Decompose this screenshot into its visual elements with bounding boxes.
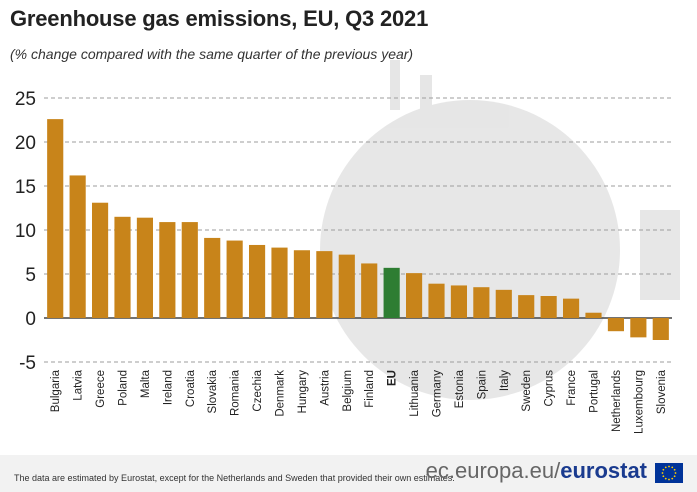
x-tick-label: Malta bbox=[140, 369, 152, 398]
x-tick-label: Sweden bbox=[521, 370, 533, 412]
x-tick-label: EU bbox=[387, 370, 399, 386]
bar-belgium bbox=[338, 254, 355, 318]
x-tick-label: Austria bbox=[319, 369, 331, 405]
bar-czechia bbox=[248, 244, 266, 318]
x-tick-label: France bbox=[566, 370, 578, 406]
flag-star bbox=[662, 475, 665, 478]
bar-poland bbox=[114, 216, 131, 318]
bar-romania bbox=[226, 240, 243, 318]
y-tick-label: 5 bbox=[25, 265, 36, 286]
y-tick-label: 15 bbox=[15, 177, 36, 198]
x-axis-labels: Bulgaria Latvia Greece Poland Malta Ireland Cr… bbox=[50, 369, 668, 434]
x-tick-label: Cyprus bbox=[544, 370, 556, 407]
x-tick-label: Croatia bbox=[185, 369, 197, 407]
bar-luxembourg bbox=[630, 318, 647, 338]
bar-latvia bbox=[69, 175, 86, 318]
y-tick-label: 25 bbox=[15, 89, 36, 110]
bar-finland bbox=[361, 263, 378, 318]
x-tick-label: Bulgaria bbox=[50, 369, 62, 412]
background-watermark bbox=[320, 60, 680, 400]
flag-star bbox=[664, 477, 667, 480]
flag-star bbox=[671, 477, 674, 480]
x-tick-label: Romania bbox=[230, 369, 242, 416]
bar-croatia bbox=[181, 222, 198, 318]
y-axis-ticks: 25 20 15 10 5 0 -5 bbox=[15, 89, 36, 374]
bar-sweden bbox=[518, 295, 535, 318]
bar-italy bbox=[495, 289, 512, 318]
bar-cyprus bbox=[540, 296, 557, 318]
bar-estonia bbox=[450, 285, 468, 318]
x-tick-label: Netherlands bbox=[611, 370, 623, 432]
x-tick-label: Portugal bbox=[589, 370, 601, 413]
x-tick-label: Latvia bbox=[73, 369, 85, 400]
x-tick-label: Denmark bbox=[275, 370, 287, 417]
bar-bulgaria bbox=[47, 119, 64, 319]
flag-star bbox=[668, 465, 670, 468]
bar-eu bbox=[383, 267, 400, 318]
eu-flag-icon bbox=[655, 463, 683, 483]
bar-malta bbox=[136, 217, 154, 318]
flag-star bbox=[674, 472, 677, 474]
page-subtitle: (% change compared with the same quarter… bbox=[10, 46, 414, 62]
y-tick-label: 20 bbox=[15, 133, 36, 154]
bar-germany bbox=[428, 283, 445, 318]
bar-hungary bbox=[293, 250, 311, 318]
bar-lithuania bbox=[405, 273, 423, 318]
bar-netherlands bbox=[607, 318, 625, 332]
bar-ireland bbox=[159, 222, 176, 318]
x-tick-label: Luxembourg bbox=[633, 370, 645, 434]
footnote: The data are estimated by Eurostat, exce… bbox=[14, 473, 455, 483]
flag-star bbox=[673, 468, 676, 471]
x-tick-label: Finland bbox=[364, 370, 376, 408]
brand-prefix: ec.europa.eu/ bbox=[425, 458, 561, 483]
x-tick-label: Estonia bbox=[454, 369, 466, 408]
x-tick-label: Greece bbox=[95, 370, 107, 408]
x-tick-label: Slovakia bbox=[207, 369, 219, 413]
flag-star bbox=[662, 468, 665, 471]
x-tick-label: Germany bbox=[432, 370, 444, 418]
x-tick-label: Czechia bbox=[252, 369, 264, 411]
flag-star bbox=[661, 472, 664, 474]
eurostat-brand[interactable]: ec.europa.eu/eurostat bbox=[426, 458, 647, 484]
bar-france bbox=[562, 298, 580, 318]
bar-portugal bbox=[585, 312, 602, 318]
y-tick-label: -5 bbox=[19, 353, 36, 374]
bar-spain bbox=[473, 287, 490, 318]
bar-slovakia bbox=[204, 237, 221, 318]
x-tick-label: Slovenia bbox=[656, 369, 668, 414]
flag-star bbox=[664, 466, 667, 469]
x-tick-label: Poland bbox=[118, 370, 130, 406]
bar-greece bbox=[91, 202, 109, 318]
flag-star bbox=[668, 478, 670, 481]
flag-star bbox=[671, 466, 674, 469]
footer-bar bbox=[0, 455, 697, 492]
bar-slovenia bbox=[652, 318, 669, 340]
flag-star bbox=[673, 475, 676, 478]
x-tick-label: Ireland bbox=[162, 370, 174, 405]
bar-denmark bbox=[271, 247, 288, 318]
x-tick-label: Belgium bbox=[342, 370, 354, 412]
x-tick-label: Lithuania bbox=[409, 369, 421, 416]
y-tick-label: 10 bbox=[15, 221, 36, 242]
bar-austria bbox=[316, 251, 333, 318]
brand-name: eurostat bbox=[560, 458, 647, 483]
bars bbox=[47, 119, 669, 340]
x-tick-label: Hungary bbox=[297, 370, 309, 414]
x-tick-label: Spain bbox=[476, 370, 488, 399]
page-title: Greenhouse gas emissions, EU, Q3 2021 bbox=[10, 6, 429, 31]
y-tick-label: 0 bbox=[25, 309, 36, 330]
x-tick-label: Italy bbox=[499, 370, 511, 391]
bar-chart: 25 20 15 10 5 0 -5 Bulgaria Latvia Greece Poland M… bbox=[15, 60, 680, 434]
